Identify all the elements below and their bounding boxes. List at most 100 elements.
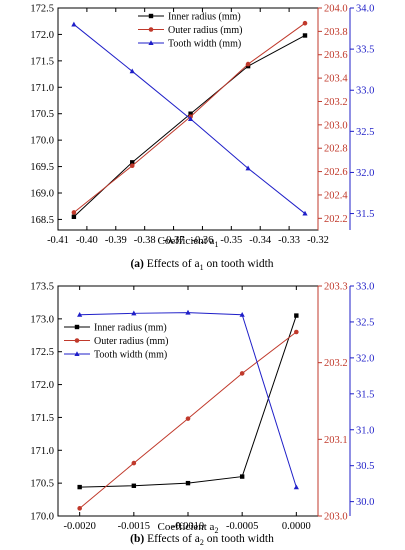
right1-y-tick-label: 203.8 [324,27,348,38]
legend-marker [148,40,154,45]
x-tick-label: -0.32 [307,235,329,246]
x-tick-label: -0.0020 [63,521,95,532]
right2-y-tick-label: 30.0 [356,497,374,508]
left-y-tick-label: 169.5 [30,162,54,173]
data-point [77,506,82,511]
legend-label: Inner radius (mm) [94,323,167,334]
legend-marker [74,324,80,330]
right2-y-tick-label: 32.0 [356,168,374,179]
data-point [302,210,308,216]
left-y-tick-label: 170.5 [30,109,54,120]
x-tick-label: -0.33 [278,235,300,246]
series-triangle [71,21,308,216]
caption-label: (b) [130,533,147,545]
chart-2: -0.0020 -0.0015 -0.0010 -0.0005 0.0000 Coeffi… [30,282,374,548]
data-point [77,311,83,317]
right1-y-tick-label: 202.4 [324,190,348,201]
data-point [302,33,308,38]
left-y-tick-label: 170.5 [30,479,54,490]
data-point [129,68,135,74]
series-square [71,33,308,219]
data-point [293,484,299,490]
caption-subscript: 2 [200,538,204,547]
right2-y-tick-label: 31.5 [356,389,374,400]
left-y-tick-label: 172.0 [30,30,54,41]
left-y-tick-label: 173.0 [30,314,54,325]
data-point [131,310,137,316]
right1-y-tick-label: 203.2 [324,358,348,369]
data-point [130,160,135,165]
left-y-tick-label: 169.0 [30,189,54,200]
data-point [188,111,193,116]
caption-suffix: on tooth width [204,258,274,270]
left-y-tick-label: 171.0 [30,446,54,457]
left-y-tick-label: 172.5 [30,347,54,358]
figure-caption: (b) Effects of a2 on tooth width [130,533,274,547]
x-tick-label: -0.36 [192,235,214,246]
legend-label: Outer radius (mm) [168,25,242,36]
legend-label: Tooth width (mm) [94,350,167,361]
legend-marker [148,13,154,19]
left-y-tick-label: 171.5 [30,413,54,424]
data-point [71,21,77,27]
data-point [294,329,299,335]
series-circle [77,329,299,511]
right1-y-tick-label: 202.2 [324,214,348,225]
legend-marker [74,351,80,356]
data-point [185,416,191,421]
data-point [239,474,245,479]
legend-marker [148,27,154,32]
right1-y-tick-label: 203.6 [324,50,348,61]
legend-label: Inner radius (mm) [168,12,241,23]
x-axis-label-subscript: 2 [214,526,218,535]
right1-y-tick-label: 202.8 [324,144,348,155]
x-axis-label: Coefficient a2 [158,521,219,535]
left-y-tick-label: 170.0 [30,512,54,523]
left-y-tick-label: 170.0 [30,136,54,147]
caption-text: Effects of a [147,533,200,545]
x-tick-label: -0.37 [163,235,185,246]
data-point [185,480,191,486]
legend-label: Tooth width (mm) [168,39,241,50]
right2-y-tick-label: 30.5 [356,461,374,472]
right1-y-tick-label: 203.3 [324,282,348,293]
x-tick-label: -0.0005 [226,521,258,532]
left-y-tick-label: 168.5 [30,215,54,226]
data-point [294,313,299,318]
right1-y-tick-label: 204.0 [324,4,348,15]
right1-y-tick-label: 203.0 [324,512,348,523]
right1-y-tick-label: 203.4 [324,74,348,85]
data-point [131,460,137,466]
right2-y-tick-label: 34.0 [356,4,374,15]
legend-label: Outer radius (mm) [94,336,168,347]
figure-caption: (a) Effects of a1 on tooth width [130,258,273,272]
left-y-tick-label: 173.5 [30,282,54,293]
right2-y-tick-label: 32.0 [356,353,374,364]
right2-y-tick-label: 31.0 [356,425,374,436]
x-tick-label: -0.34 [249,235,272,246]
x-tick-label: -0.39 [105,235,127,246]
series-square [77,313,299,490]
x-axis-label-subscript: 1 [214,240,218,249]
chart-1: -0.41 -0.40 -0.39 -0.38 -0.37 -0.36 -0.35 -0.34… [30,4,374,273]
right2-y-tick-label: 33.0 [356,86,374,97]
series-line [73,35,306,218]
data-point [188,116,194,121]
left-y-tick-label: 172.5 [30,4,54,15]
data-point [239,311,245,317]
x-tick-label: -0.35 [220,235,242,246]
right1-y-tick-label: 202.6 [324,167,348,178]
right1-y-tick-label: 203.0 [324,120,348,131]
right2-y-tick-label: 32.5 [356,317,374,328]
x-tick-label: -0.0015 [118,521,150,532]
x-tick-label: 0.0000 [282,521,311,532]
x-tick-label: -0.41 [47,235,69,246]
data-point [185,309,191,315]
data-point [245,165,251,171]
left-y-tick-label: 171.5 [30,56,54,67]
data-point [71,210,77,215]
right1-y-tick-label: 203.1 [324,435,348,446]
data-point [77,484,82,490]
caption-suffix: on tooth width [204,533,274,545]
series-triangle [77,309,299,490]
